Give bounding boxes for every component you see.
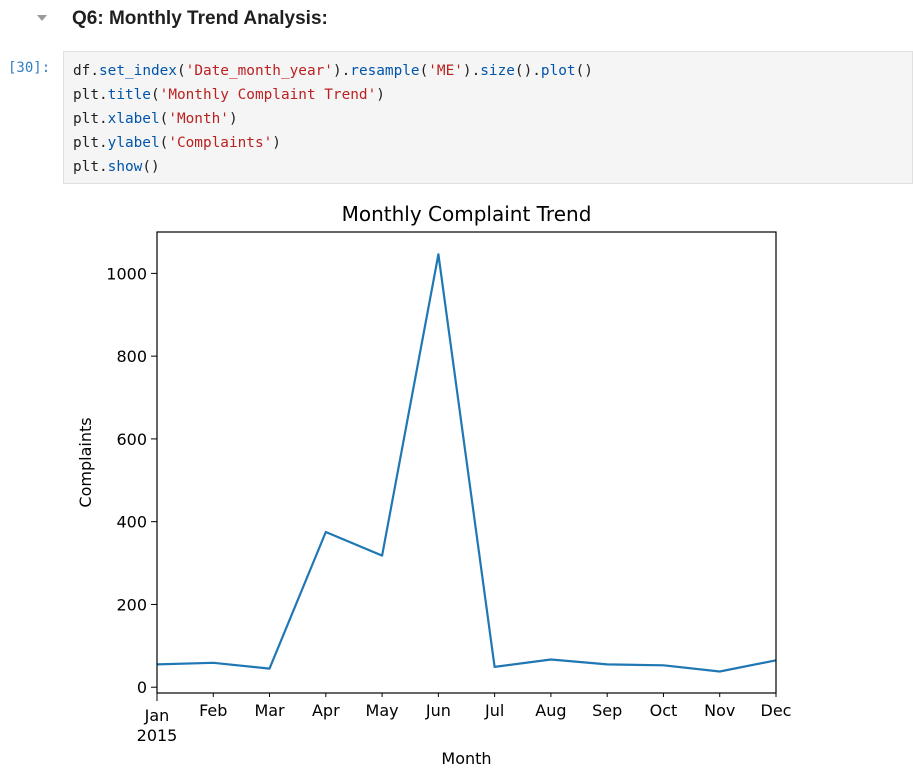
- code-token: plt.: [73, 135, 108, 151]
- code-token: ): [228, 111, 238, 127]
- x-tick-label: Mar: [254, 701, 285, 720]
- y-tick-label: 800: [116, 347, 147, 366]
- code-function-token: resample: [350, 63, 420, 79]
- x-tick-label: Jan: [144, 706, 170, 725]
- code-token: plt.: [73, 111, 108, 127]
- code-string-token: 'Monthly Complaint Trend': [159, 87, 377, 103]
- code-function-token: ylabel: [107, 135, 160, 151]
- x-tick-label: Jun: [425, 701, 451, 720]
- x-tick-label: Sep: [592, 701, 622, 720]
- x-tick-year-label: 2015: [137, 726, 178, 745]
- code-line: df.set_index('Date_month_year').resample…: [73, 59, 593, 83]
- code-token: (: [419, 63, 429, 79]
- code-function-token: xlabel: [107, 111, 160, 127]
- x-tick-label: Feb: [199, 701, 227, 720]
- code-token: (): [575, 63, 593, 79]
- code-token: plt.: [73, 87, 108, 103]
- x-tick-label: Apr: [312, 701, 340, 720]
- code-token: (: [176, 63, 186, 79]
- y-tick-label: 1000: [106, 264, 147, 283]
- code-token: ): [272, 135, 281, 151]
- section-heading: Q6: Monthly Trend Analysis:: [72, 8, 328, 29]
- code-line: plt.ylabel('Complaints'): [73, 131, 593, 155]
- code-line: plt.xlabel('Month'): [73, 107, 593, 131]
- code-function-token: show: [107, 159, 143, 175]
- chart-title: Monthly Complaint Trend: [342, 202, 592, 226]
- x-tick-label: Aug: [535, 701, 566, 720]
- execution-count: [30]:: [8, 60, 51, 76]
- y-tick-label: 200: [116, 595, 147, 614]
- code-token: ): [376, 87, 385, 103]
- code-token: ).: [462, 63, 481, 79]
- code-string-token: 'Month': [168, 111, 229, 127]
- x-tick-label: Jul: [484, 701, 504, 720]
- code-string-token: 'Date_month_year': [185, 63, 333, 79]
- code-function-token: plot: [540, 63, 576, 79]
- y-tick-label: 600: [116, 430, 147, 449]
- code-line: plt.title('Monthly Complaint Trend'): [73, 83, 593, 107]
- code-line: plt.show(): [73, 155, 593, 179]
- x-tick-label: Dec: [761, 701, 792, 720]
- collapse-caret-icon[interactable]: [37, 15, 47, 21]
- code-function-token: size: [480, 63, 515, 79]
- code-editor[interactable]: df.set_index('Date_month_year').resample…: [73, 59, 593, 179]
- code-token: (): [142, 159, 160, 175]
- cell-output: Monthly Complaint Trend 0 200 400 600 800 1000…: [63, 190, 913, 779]
- y-tick-label: 400: [116, 513, 147, 532]
- x-tick-label: May: [366, 701, 399, 720]
- code-string-token: 'ME': [428, 63, 463, 79]
- code-token: plt.: [73, 159, 108, 175]
- code-string-token: 'Complaints': [168, 135, 273, 151]
- y-tick-label: 0: [137, 678, 147, 697]
- x-tick-label: Nov: [704, 701, 735, 720]
- code-token: (: [159, 135, 169, 151]
- y-axis-label: Complaints: [76, 417, 95, 507]
- code-token: ).: [332, 63, 351, 79]
- code-function-token: title: [107, 87, 151, 103]
- line-chart: Monthly Complaint Trend 0 200 400 600 800 1000…: [76, 202, 792, 768]
- x-axis-label: Month: [441, 749, 491, 768]
- code-token: (: [150, 87, 160, 103]
- markdown-heading-row: Q6: Monthly Trend Analysis:: [0, 0, 913, 42]
- series-line: [156, 253, 777, 673]
- x-tick-label: Oct: [650, 701, 678, 720]
- code-function-token: set_index: [99, 63, 177, 79]
- code-token: (: [159, 111, 169, 127]
- code-token: df.: [73, 63, 99, 79]
- code-cell-input[interactable]: df.set_index('Date_month_year').resample…: [63, 51, 913, 184]
- plot-frame: [156, 231, 777, 694]
- code-token: ().: [514, 63, 541, 79]
